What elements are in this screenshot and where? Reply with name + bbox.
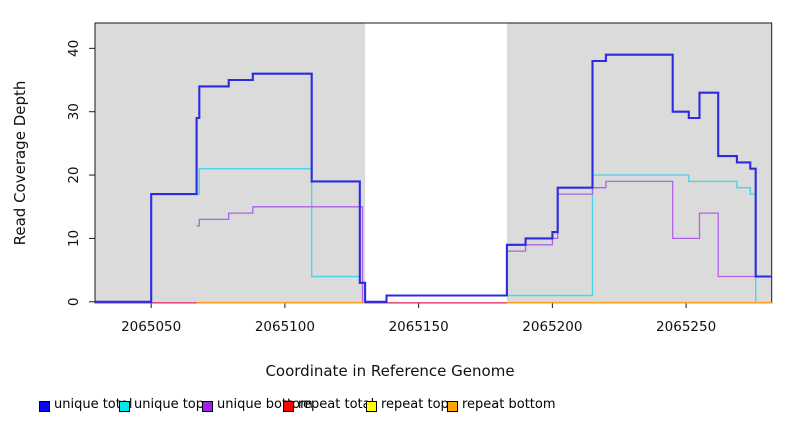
x-tick-label: 2065150 bbox=[389, 319, 449, 335]
series-unique-bottom bbox=[506, 180, 772, 278]
x-tick-label: 2065200 bbox=[522, 319, 582, 335]
legend-label: repeat bottom bbox=[462, 397, 556, 412]
legend-swatch-icon bbox=[39, 401, 50, 412]
mapped-region-shading bbox=[95, 23, 366, 303]
y-tick-label: 10 bbox=[66, 230, 82, 247]
x-tick-label: 2065100 bbox=[255, 319, 315, 335]
series-unique-total bbox=[95, 53, 772, 303]
legend-label: unique bottom bbox=[217, 397, 313, 412]
y-tick-label: 30 bbox=[66, 103, 82, 120]
legend-swatch-icon bbox=[202, 401, 213, 412]
legend-label: unique top bbox=[134, 397, 205, 412]
mapped-region-shading bbox=[506, 23, 772, 303]
x-tick-label: 2065250 bbox=[656, 319, 716, 335]
legend-swatch-icon bbox=[283, 401, 294, 412]
legend-label: unique total bbox=[54, 397, 133, 412]
legend-swatch-icon bbox=[119, 401, 130, 412]
series-unique-bottom bbox=[196, 206, 364, 302]
legend-swatch-icon bbox=[366, 401, 377, 412]
y-axis-title: Read Coverage Depth bbox=[11, 80, 29, 246]
coverage-step-plot: 2065050 2065100 2065150 2065200 2065250 0 10 20… bbox=[66, 22, 773, 335]
y-tick-label: 0 bbox=[66, 298, 82, 307]
y-tick-label: 40 bbox=[66, 40, 82, 57]
series-unique-top bbox=[386, 174, 757, 302]
legend-label: repeat top bbox=[381, 397, 449, 412]
legend-swatch-icon bbox=[447, 401, 458, 412]
y-tick-label: 20 bbox=[66, 166, 82, 183]
x-axis-title: Coordinate in Reference Genome bbox=[265, 362, 515, 380]
x-tick-label: 2065050 bbox=[121, 319, 181, 335]
legend-label: repeat total bbox=[298, 397, 375, 412]
